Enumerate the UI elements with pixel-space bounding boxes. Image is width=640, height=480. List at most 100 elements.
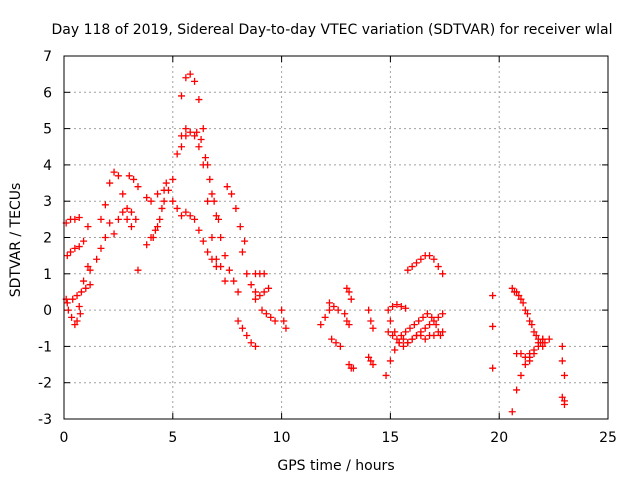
data-point bbox=[84, 263, 92, 271]
data-point bbox=[367, 317, 375, 325]
data-point bbox=[397, 332, 405, 340]
data-point bbox=[208, 190, 216, 198]
data-point bbox=[439, 310, 447, 318]
data-point bbox=[232, 204, 240, 212]
data-point bbox=[173, 204, 181, 212]
y-tick-label: -1 bbox=[38, 339, 52, 355]
data-point bbox=[428, 313, 436, 321]
data-point bbox=[162, 179, 170, 187]
series-arc-v bbox=[251, 284, 273, 303]
data-point bbox=[367, 357, 375, 365]
data-point bbox=[384, 306, 392, 314]
data-point bbox=[182, 74, 190, 82]
y-tick-label: 5 bbox=[43, 122, 52, 138]
data-point bbox=[195, 226, 203, 234]
data-point bbox=[217, 234, 225, 241]
series-arc-p bbox=[178, 70, 242, 296]
data-point bbox=[545, 335, 553, 343]
data-point bbox=[158, 204, 166, 212]
data-point bbox=[247, 339, 255, 347]
data-point bbox=[212, 212, 220, 220]
data-point bbox=[328, 335, 336, 343]
data-point bbox=[243, 332, 251, 340]
data-point bbox=[417, 328, 425, 336]
series-arc-z bbox=[325, 299, 342, 314]
data-point bbox=[106, 219, 114, 227]
data-point bbox=[236, 223, 244, 231]
data-point bbox=[114, 215, 122, 223]
data-point bbox=[408, 263, 416, 271]
y-tick-label: 6 bbox=[43, 85, 52, 101]
data-point bbox=[221, 252, 229, 260]
data-point bbox=[265, 284, 273, 292]
data-point bbox=[208, 234, 216, 241]
data-point bbox=[214, 215, 222, 223]
data-point bbox=[325, 299, 333, 307]
series-arc-y bbox=[317, 306, 333, 329]
data-point bbox=[489, 322, 497, 330]
series-arc-ai bbox=[386, 310, 447, 350]
data-point bbox=[64, 306, 72, 314]
data-point bbox=[521, 306, 529, 314]
data-point bbox=[528, 321, 536, 329]
data-point bbox=[195, 96, 203, 104]
series-arc-r bbox=[223, 183, 249, 245]
data-point bbox=[256, 292, 264, 300]
data-point bbox=[343, 317, 351, 325]
data-point bbox=[86, 281, 94, 289]
series-arc-ap bbox=[526, 335, 547, 365]
data-points bbox=[62, 70, 568, 416]
data-point bbox=[386, 317, 394, 325]
data-point bbox=[513, 386, 521, 394]
data-point bbox=[130, 175, 138, 183]
data-point bbox=[426, 252, 434, 260]
series-arc-m bbox=[164, 132, 190, 194]
data-point bbox=[423, 310, 431, 318]
series-arc-aj bbox=[384, 301, 410, 314]
data-point bbox=[68, 313, 76, 321]
data-point bbox=[389, 332, 397, 340]
data-point bbox=[186, 70, 194, 78]
x-tick-label: 0 bbox=[60, 430, 69, 446]
data-point bbox=[82, 284, 90, 292]
data-point bbox=[143, 241, 151, 249]
data-point bbox=[154, 190, 162, 198]
series-arc-u bbox=[251, 270, 268, 278]
series-arc-j bbox=[143, 197, 168, 249]
data-point bbox=[421, 324, 429, 332]
data-point bbox=[325, 306, 333, 314]
data-point bbox=[434, 313, 442, 321]
data-point bbox=[106, 179, 114, 187]
data-point bbox=[345, 288, 353, 296]
y-tick-label: -3 bbox=[38, 412, 52, 428]
data-point bbox=[125, 172, 133, 180]
data-point bbox=[101, 234, 109, 241]
data-point bbox=[517, 295, 525, 303]
y-tick-label: 3 bbox=[43, 194, 52, 210]
data-point bbox=[147, 197, 155, 205]
data-point bbox=[521, 353, 529, 361]
data-point bbox=[439, 270, 447, 278]
y-tick-label: 2 bbox=[43, 231, 52, 247]
data-point bbox=[204, 197, 212, 205]
data-point bbox=[204, 161, 212, 169]
series-arc-q bbox=[193, 128, 222, 223]
data-point bbox=[193, 128, 201, 136]
y-tick-label: 1 bbox=[43, 267, 52, 283]
series-arc-ab bbox=[343, 284, 355, 303]
data-point bbox=[278, 306, 286, 314]
data-point bbox=[530, 350, 538, 358]
data-point bbox=[519, 299, 527, 307]
data-point bbox=[80, 237, 88, 245]
chart-title: Day 118 of 2019, Sidereal Day-to-day VTE… bbox=[51, 22, 612, 38]
data-point bbox=[230, 277, 238, 285]
data-point bbox=[132, 215, 140, 223]
data-point bbox=[280, 317, 288, 325]
data-point bbox=[402, 328, 410, 336]
data-point bbox=[77, 288, 85, 296]
data-point bbox=[410, 321, 418, 329]
data-point bbox=[558, 393, 566, 401]
data-point bbox=[489, 292, 497, 300]
series-arc-ah bbox=[384, 310, 444, 343]
data-point bbox=[262, 310, 270, 318]
